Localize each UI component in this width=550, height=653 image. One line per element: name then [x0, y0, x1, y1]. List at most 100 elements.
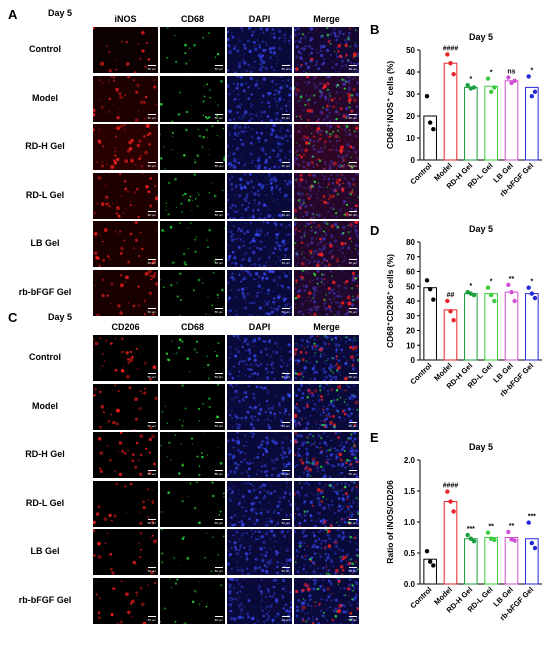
scale-bar-label: 50 μm — [147, 421, 157, 428]
scale-bar-label: 50 μm — [281, 421, 291, 428]
y-tick-label: 20 — [406, 112, 415, 121]
panel-a-col-header: iNOS — [114, 14, 137, 24]
significance-label: ## — [447, 292, 455, 299]
data-point — [492, 537, 497, 543]
y-tick-label: 50 — [406, 282, 415, 291]
panel-c-row-label: RD-H Gel — [25, 449, 65, 459]
scale-bar-label: 50 μm — [147, 259, 157, 265]
data-point — [529, 291, 535, 296]
data-point — [532, 295, 538, 301]
panel-c-row-label: Control — [29, 352, 61, 362]
micrograph-tile: 50 μm — [294, 432, 359, 478]
data-point — [471, 539, 477, 544]
scale-bar-label: 50 μm — [147, 518, 157, 525]
micrograph-tile: 50 μm — [93, 27, 158, 73]
chart-title: Day 5 — [469, 224, 493, 234]
panel-a-row-label: rb-bFGF Gel — [18, 286, 72, 297]
panel-a-row-label: RD-H Gel — [25, 141, 65, 151]
scale-bar-label: 50 μm — [281, 210, 291, 217]
data-point — [431, 297, 436, 302]
y-axis-label: CD68⁺CD206⁺ cells (%) — [385, 254, 395, 348]
y-tick-label: 0 — [411, 156, 416, 165]
micrograph-tile: 50 μm — [160, 335, 225, 381]
scale-bar-label: 50 μm — [147, 373, 157, 379]
panel-c-row-label: rb-bFGF Gel — [18, 594, 72, 605]
data-point — [445, 298, 450, 304]
data-point — [424, 94, 430, 99]
micrograph-tile: 50 μm — [160, 577, 225, 624]
data-point — [448, 61, 453, 66]
micrograph-tile: 50 μm — [294, 383, 359, 430]
micrograph-tile: 50 μm — [93, 269, 158, 316]
micrograph-tile: 50 μm — [294, 269, 359, 316]
data-point — [465, 532, 470, 538]
y-tick-label: 1.0 — [404, 518, 416, 527]
scale-bar-label: 50 μm — [348, 113, 358, 120]
data-point — [465, 83, 470, 88]
micrograph-tile: 50 μm — [294, 529, 359, 575]
data-point — [492, 298, 497, 304]
data-point — [512, 78, 517, 83]
data-point — [471, 85, 477, 90]
micrograph-tile: 50 μm — [160, 221, 225, 267]
panel-c-col-header: Merge — [313, 322, 340, 332]
bar — [423, 115, 437, 161]
micrograph-tile: 50 μm — [227, 480, 292, 527]
scale-bar-label: 50 μm — [214, 567, 224, 573]
bar — [484, 85, 498, 161]
data-point — [529, 94, 535, 99]
micrograph-tile: 50 μm — [227, 124, 292, 170]
micrograph-tile: 50 μm — [93, 172, 158, 219]
data-point — [471, 292, 477, 298]
scale-bar-label: 50 μm — [147, 470, 157, 476]
significance-label: * — [530, 279, 533, 286]
y-tick-label: 80 — [406, 238, 415, 247]
panel-c-day-label: Day 5 — [47, 312, 73, 322]
scale-bar-label: 50 μm — [348, 307, 358, 314]
micrograph-tile: 50 μm — [93, 75, 158, 122]
scale-bar-label: 50 μm — [147, 567, 157, 573]
data-point — [512, 298, 517, 304]
bar — [464, 86, 478, 161]
scale-bar-label: 50 μm — [214, 65, 224, 71]
data-point — [488, 89, 494, 95]
micrograph-tile: 50 μm — [227, 335, 292, 381]
scale-bar-label: 50 μm — [214, 421, 224, 428]
significance-label: * — [490, 70, 493, 77]
micrograph-tile: 50 μm — [93, 383, 158, 430]
bar — [484, 537, 498, 585]
panel-a-row-label: Control — [29, 44, 61, 54]
scale-bar-label: 50 μm — [214, 373, 224, 379]
y-tick-label: 10 — [406, 134, 415, 143]
micrograph-tile: 50 μm — [160, 75, 225, 122]
chart-title: Day 5 — [469, 442, 493, 452]
micrograph-tile: 50 μm — [294, 75, 359, 122]
data-point — [451, 509, 456, 514]
micrograph-tile: 50 μm — [294, 577, 359, 624]
bar — [443, 501, 458, 585]
scale-bar-label: 50 μm — [281, 113, 291, 120]
y-tick-label: 2.0 — [404, 456, 416, 465]
panel-c-row-label: RD-L Gel — [25, 497, 65, 508]
micrograph-tile: 50 μm — [294, 172, 359, 219]
scale-bar-label: 50 μm — [348, 162, 358, 168]
data-point — [485, 530, 491, 535]
scale-bar-label: 50 μm — [147, 65, 157, 71]
y-tick-label: 30 — [406, 90, 415, 99]
micrograph-tile: 50 μm — [160, 529, 225, 575]
micrograph-tile: 50 μm — [160, 432, 225, 478]
data-point — [526, 74, 531, 79]
scale-bar-label: 50 μm — [348, 65, 358, 71]
y-tick-label: 40 — [406, 68, 415, 77]
scale-bar-label: 50 μm — [348, 567, 358, 573]
data-point — [445, 489, 450, 494]
micrograph-tile: 50 μm — [294, 335, 359, 381]
panel-letter-b: B — [370, 22, 380, 37]
scale-bar-label: 50 μm — [147, 210, 157, 217]
micrograph-tile: 50 μm — [160, 27, 225, 73]
micrograph-tile: 50 μm — [227, 529, 292, 575]
y-tick-label: 0.5 — [404, 549, 416, 558]
data-point — [427, 559, 433, 564]
micrograph-tile: 50 μm — [93, 480, 158, 527]
chart-title: Day 5 — [469, 32, 493, 42]
